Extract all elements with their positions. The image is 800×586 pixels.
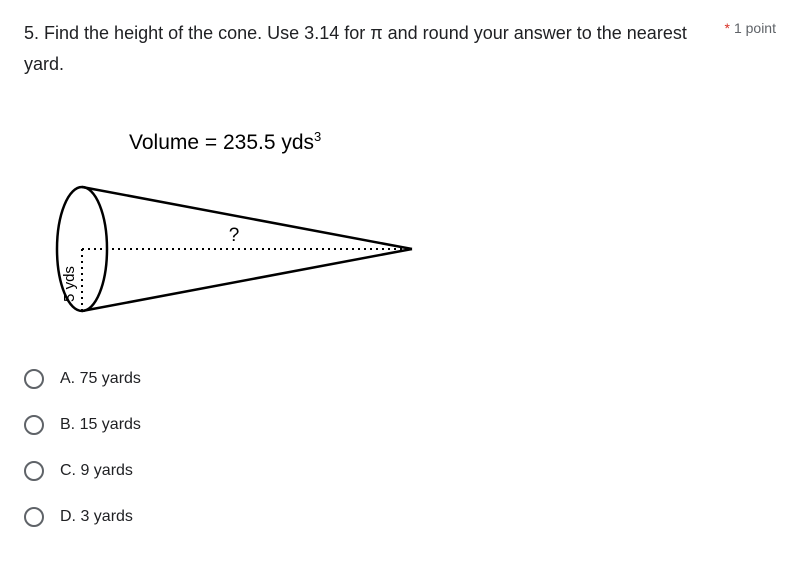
radio-icon [24, 507, 44, 527]
cone-diagram: Volume = 235.5 yds3 ? 5 yds [44, 129, 464, 339]
required-asterisk: * [725, 20, 730, 36]
radio-icon [24, 415, 44, 435]
option-label: A. 75 yards [60, 370, 141, 388]
radio-icon [24, 461, 44, 481]
volume-label: Volume = 235.5 yds3 [129, 129, 321, 155]
question-text: 5. Find the height of the cone. Use 3.14… [24, 18, 725, 79]
cone-svg: ? 5 yds [44, 159, 444, 339]
option-b[interactable]: B. 15 yards [24, 415, 776, 435]
height-marker: ? [229, 225, 240, 246]
radius-label: 5 yds [61, 266, 78, 302]
option-label: D. 3 yards [60, 508, 133, 526]
points-indicator: *1 point [725, 20, 777, 36]
option-a[interactable]: A. 75 yards [24, 369, 776, 389]
points-label: 1 point [734, 20, 776, 36]
option-c[interactable]: C. 9 yards [24, 461, 776, 481]
option-label: C. 9 yards [60, 462, 133, 480]
cone-bottom-edge [82, 249, 412, 311]
cone-top-edge [82, 187, 412, 249]
radio-icon [24, 369, 44, 389]
answer-options: A. 75 yards B. 15 yards C. 9 yards D. 3 … [24, 369, 776, 527]
question-header: 5. Find the height of the cone. Use 3.14… [24, 18, 776, 79]
option-label: B. 15 yards [60, 416, 141, 434]
option-d[interactable]: D. 3 yards [24, 507, 776, 527]
